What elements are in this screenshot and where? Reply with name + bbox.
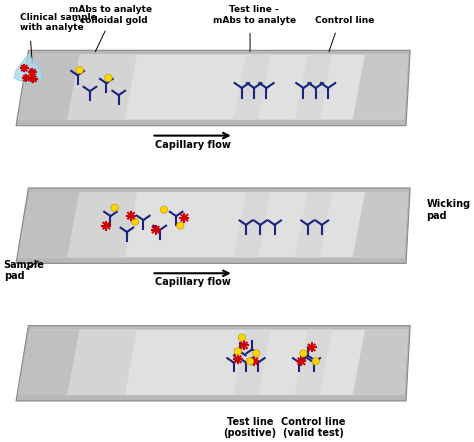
Circle shape: [234, 348, 241, 355]
Text: Control line
(valid test): Control line (valid test): [282, 417, 346, 438]
Text: Control line: Control line: [315, 15, 374, 24]
Circle shape: [76, 67, 83, 74]
Polygon shape: [16, 326, 410, 401]
Text: Capillary flow: Capillary flow: [155, 140, 230, 149]
Polygon shape: [67, 54, 137, 120]
Circle shape: [253, 350, 260, 357]
Polygon shape: [353, 192, 408, 257]
Text: Clinical sample
with analyte: Clinical sample with analyte: [20, 13, 97, 32]
Circle shape: [238, 334, 246, 341]
Polygon shape: [295, 54, 332, 120]
Polygon shape: [16, 188, 410, 263]
Text: Capillary flow: Capillary flow: [155, 277, 230, 287]
Circle shape: [105, 75, 112, 82]
Circle shape: [246, 358, 254, 365]
Polygon shape: [234, 192, 271, 257]
Circle shape: [312, 358, 319, 365]
Polygon shape: [16, 50, 410, 126]
Circle shape: [160, 206, 167, 213]
Polygon shape: [18, 54, 80, 120]
Polygon shape: [18, 192, 80, 257]
Polygon shape: [295, 192, 332, 257]
Polygon shape: [353, 330, 408, 395]
Polygon shape: [234, 330, 271, 395]
Polygon shape: [14, 54, 43, 84]
Circle shape: [111, 204, 118, 211]
Polygon shape: [18, 330, 408, 395]
Polygon shape: [18, 330, 80, 395]
Polygon shape: [18, 192, 408, 257]
Text: Test line
(positive): Test line (positive): [223, 417, 277, 438]
Polygon shape: [353, 54, 408, 120]
Polygon shape: [18, 54, 408, 120]
Text: Test line -
mAbs to analyte: Test line - mAbs to analyte: [213, 5, 296, 24]
Polygon shape: [67, 192, 137, 257]
Circle shape: [131, 218, 139, 225]
Text: Wicking
pad: Wicking pad: [427, 199, 471, 221]
Circle shape: [300, 350, 307, 357]
Polygon shape: [67, 330, 137, 395]
Polygon shape: [295, 330, 332, 395]
Text: Sample
pad: Sample pad: [4, 259, 45, 281]
Circle shape: [176, 222, 184, 229]
Polygon shape: [234, 54, 271, 120]
Text: mAbs to analyte
- colloidal gold: mAbs to analyte - colloidal gold: [69, 5, 152, 24]
